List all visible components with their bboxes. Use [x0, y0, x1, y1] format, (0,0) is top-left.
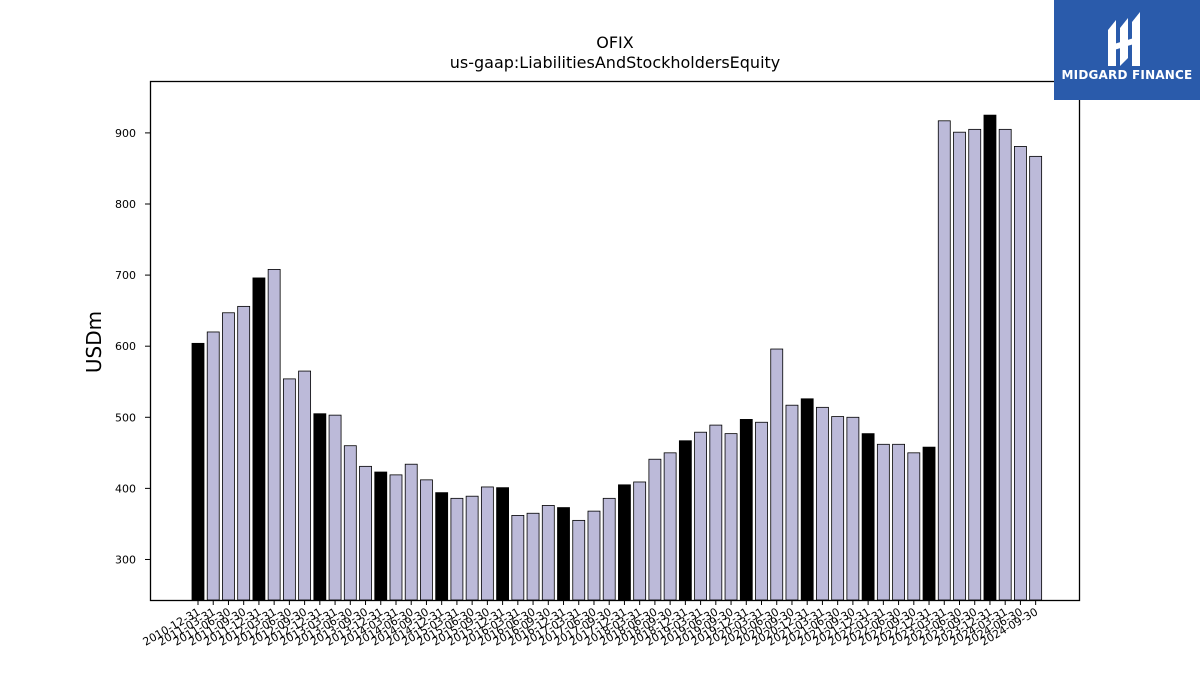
bar-2012-09-30	[298, 370, 312, 601]
y-axis-label: USDm	[82, 311, 106, 373]
bar-2013-09-30	[359, 465, 372, 601]
bar-2017-03-31	[572, 519, 586, 601]
bar-2012-12-31	[313, 413, 327, 601]
bars-group	[191, 114, 1043, 601]
bar-2014-12-31	[435, 492, 449, 601]
bar-2019-03-31	[694, 431, 707, 601]
bar-2018-09-30	[663, 452, 677, 601]
chart-subtitle: us-gaap:LiabilitiesAndStockholdersEquity	[450, 53, 781, 72]
bar-2022-09-30	[907, 452, 921, 601]
bar-2024-03-31	[998, 128, 1012, 601]
y-tick-label: 900	[115, 127, 136, 140]
plot-frame	[149, 80, 1081, 602]
bar-2021-06-30	[831, 416, 845, 601]
logo-wordmark: MIDGARD FINANCE	[1061, 68, 1193, 82]
y-tick-label: 500	[115, 411, 136, 424]
bar-2012-06-30	[282, 378, 296, 601]
bar-2019-06-30	[709, 424, 723, 601]
bar-2022-12-31	[922, 446, 936, 601]
bar-2015-03-31	[450, 497, 464, 601]
bar-2021-09-30	[846, 416, 860, 601]
bar-2011-09-30	[237, 305, 251, 601]
bar-2017-09-30	[602, 497, 616, 601]
y-tick-label: 700	[115, 269, 136, 282]
y-tick-label: 300	[115, 553, 136, 566]
bar-2022-06-30	[892, 443, 905, 601]
bar-2021-03-31	[816, 406, 829, 601]
bar-2016-03-31	[511, 515, 525, 601]
bar-2012-03-31	[267, 268, 281, 601]
y-tick-label: 400	[115, 482, 136, 495]
y-axis-ticks: 300 400 500 600 700 800 900	[115, 127, 150, 566]
bar-2018-03-31	[633, 481, 647, 601]
bar-2011-03-31	[206, 331, 220, 601]
bar-2023-03-31	[937, 120, 951, 601]
x-axis-ticks: 2010-12-312011-03-312011-06-302011-09-30…	[141, 600, 1040, 649]
bar-2023-12-31	[983, 114, 997, 601]
bar-2021-12-31	[861, 433, 875, 601]
bar-2015-09-30	[480, 486, 494, 601]
bar-2013-12-31	[374, 471, 388, 601]
bar-2011-12-31	[252, 277, 266, 601]
bar-2014-03-31	[389, 474, 403, 601]
bar-2015-06-30	[465, 495, 479, 601]
bar-2017-06-30	[587, 510, 601, 601]
bar-2014-06-30	[404, 463, 418, 601]
bar-2023-06-30	[953, 131, 966, 601]
bar-2020-09-30	[785, 404, 799, 601]
bar-2018-12-31	[678, 440, 692, 601]
y-tick-label: 800	[115, 198, 136, 211]
bar-2013-03-31	[328, 414, 342, 601]
bar-2020-06-30	[770, 348, 784, 601]
bar-2016-09-30	[541, 505, 555, 601]
bar-2011-06-30	[222, 312, 235, 601]
bar-2014-09-30	[420, 479, 433, 601]
midgard-logo-mark-icon	[1108, 12, 1140, 66]
bar-2023-09-30	[968, 128, 982, 601]
bar-2015-12-31	[496, 487, 510, 601]
bar-2022-03-31	[876, 443, 890, 601]
bar-2019-09-30	[724, 433, 738, 601]
y-tick-label: 600	[115, 340, 136, 353]
chart-title: OFIX	[596, 33, 634, 52]
midgard-finance-logo: MIDGARD FINANCE	[1054, 0, 1200, 100]
bar-2016-06-30	[526, 512, 540, 601]
bar-2019-12-31	[739, 419, 753, 601]
bar-2024-06-30	[1014, 146, 1027, 601]
bar-2010-12-31	[191, 342, 205, 601]
bar-2018-06-30	[648, 458, 662, 601]
bar-2016-12-31	[557, 507, 570, 601]
bar-2020-12-31	[800, 398, 814, 601]
bar-2013-06-30	[343, 445, 357, 601]
bar-2017-12-31	[618, 484, 631, 601]
bar-2020-03-31	[755, 421, 768, 601]
bar-2024-09-30	[1029, 155, 1043, 601]
